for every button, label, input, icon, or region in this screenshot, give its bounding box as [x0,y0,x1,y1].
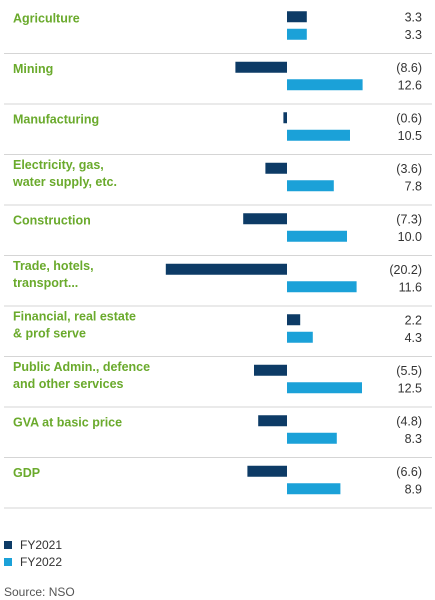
bar-fy2021 [165,263,287,275]
value-label-fy2021: (5.5) [396,364,422,378]
bar-fy2022 [287,281,357,293]
value-label-fy2022: 10.0 [398,230,422,244]
category-label: Electricity, gas, water supply, etc. [12,158,117,189]
category-label: Construction [13,213,91,227]
bar-fy2021 [235,61,287,73]
bar-fy2022 [287,382,362,394]
bar-fy2021 [254,364,287,376]
value-label-fy2022: 11.6 [399,280,422,294]
bar-fy2022 [287,129,350,141]
category-label: Financial, real estate & prof serve [13,309,136,340]
bar-fy2022 [287,230,347,242]
bar-fy2022 [287,28,307,40]
bar-fy2022 [287,483,341,495]
bar-fy2021 [287,314,301,326]
category-label: Trade, hotels, transport... [13,259,94,290]
value-label-fy2021: (0.6) [396,111,422,125]
bar-fy2021 [243,213,287,225]
category-label: Mining [13,62,53,76]
value-label-fy2021: 2.2 [405,313,422,327]
value-label-fy2021: 3.3 [405,10,422,24]
value-label-fy2021: (6.6) [396,465,422,479]
value-label-fy2022: 10.5 [398,129,422,143]
bar-fy2022 [287,180,334,192]
bar-fy2021 [247,465,287,477]
bar-fy2022 [287,79,363,91]
bar-fy2021 [258,415,287,427]
value-label-fy2022: 4.3 [405,331,422,345]
legend-label-fy2022: FY2022 [20,554,63,569]
bar-fy2021 [265,162,287,174]
category-label: Agriculture [13,11,80,25]
legend-swatch-fy2022 [4,557,12,566]
value-label-fy2021: (3.6) [396,162,422,176]
bar-fy2021 [287,11,307,23]
bar-fy2021 [283,112,287,124]
value-label-fy2022: 12.6 [398,78,422,92]
category-label: GDP [13,466,40,480]
value-label-fy2022: 8.9 [405,482,422,496]
category-label: Manufacturing [13,112,99,126]
value-label-fy2022: 8.3 [405,432,422,446]
value-label-fy2021: (20.2) [389,263,422,277]
legend-swatch-fy2021 [4,540,12,549]
chart: Agriculture 3.3 3.3 Mining (8.6) 12.6 Manufact… [4,10,432,509]
value-label-fy2022: 3.3 [405,28,422,42]
value-label-fy2022: 7.8 [405,179,422,193]
legend-label-fy2021: FY2021 [20,537,63,552]
source-note: Source: NSO [4,585,75,599]
category-label: GVA at basic price [13,415,122,429]
legend-item-fy2021: FY2021 [4,536,62,553]
category-label: Public Admin., defence and other services [13,360,150,391]
legend-item-fy2022: FY2022 [4,553,62,570]
value-label-fy2021: (4.8) [396,414,422,428]
value-label-fy2021: (7.3) [396,212,422,226]
value-label-fy2021: (8.6) [396,61,422,75]
bar-fy2022 [287,432,337,444]
legend: FY2021 FY2022 [4,536,62,570]
value-label-fy2022: 12.5 [398,381,422,395]
bar-fy2022 [287,331,313,343]
